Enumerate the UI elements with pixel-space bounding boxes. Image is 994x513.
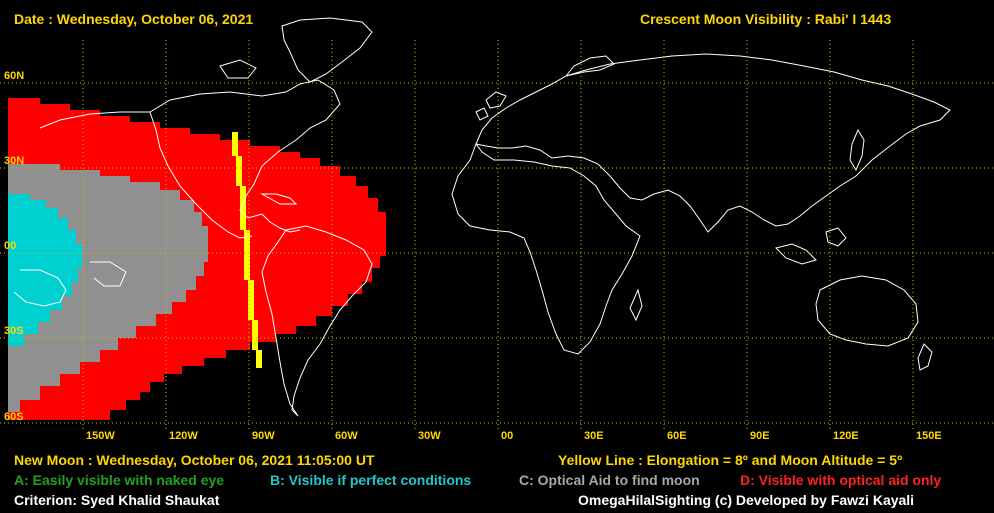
new-moon-time: New Moon : Wednesday, October 06, 2021 1… — [14, 452, 375, 468]
lon-label-120w: 120W — [169, 430, 198, 442]
coordinate-grid — [0, 40, 994, 430]
coastlines — [13, 17, 951, 417]
legend-c: C: Optical Aid to find moon — [519, 472, 700, 488]
lon-label-150e: 150E — [916, 430, 942, 442]
lon-label-30w: 30W — [418, 430, 441, 442]
lat-label-60n: 60N — [4, 70, 25, 82]
lon-label-150w: 150W — [86, 430, 115, 442]
yellow-line — [232, 132, 262, 368]
lon-label-120e: 120E — [833, 430, 859, 442]
lat-label-60s: 60S — [4, 411, 24, 423]
visibility-title: Crescent Moon Visibility : Rabi' I 1443 — [640, 11, 892, 27]
legend-d: D: Visible with optical aid only — [740, 472, 942, 488]
lon-label-90e: 90E — [750, 430, 770, 442]
legend-b: B: Visible if perfect conditions — [270, 472, 472, 488]
lat-label-30s: 30S — [4, 325, 24, 337]
legend-a: A: Easily visible with naked eye — [14, 472, 225, 488]
credit: OmegaHilalSighting (c) Developed by Fawz… — [578, 492, 915, 508]
lon-label-30e: 30E — [584, 430, 604, 442]
lon-label-60e: 60E — [667, 430, 687, 442]
lon-label-60w: 60W — [335, 430, 358, 442]
yellow-line-info: Yellow Line : Elongation = 8º and Moon A… — [558, 452, 903, 468]
criterion: Criterion: Syed Khalid Shaukat — [14, 492, 220, 508]
lat-label-00: 00 — [4, 240, 17, 252]
lat-label-30n: 30N — [4, 155, 25, 167]
lon-label-90w: 90W — [252, 430, 275, 442]
lon-label-00: 00 — [501, 430, 514, 442]
date-title: Date : Wednesday, October 06, 2021 — [14, 11, 254, 27]
zone-b-cyan — [8, 194, 82, 346]
